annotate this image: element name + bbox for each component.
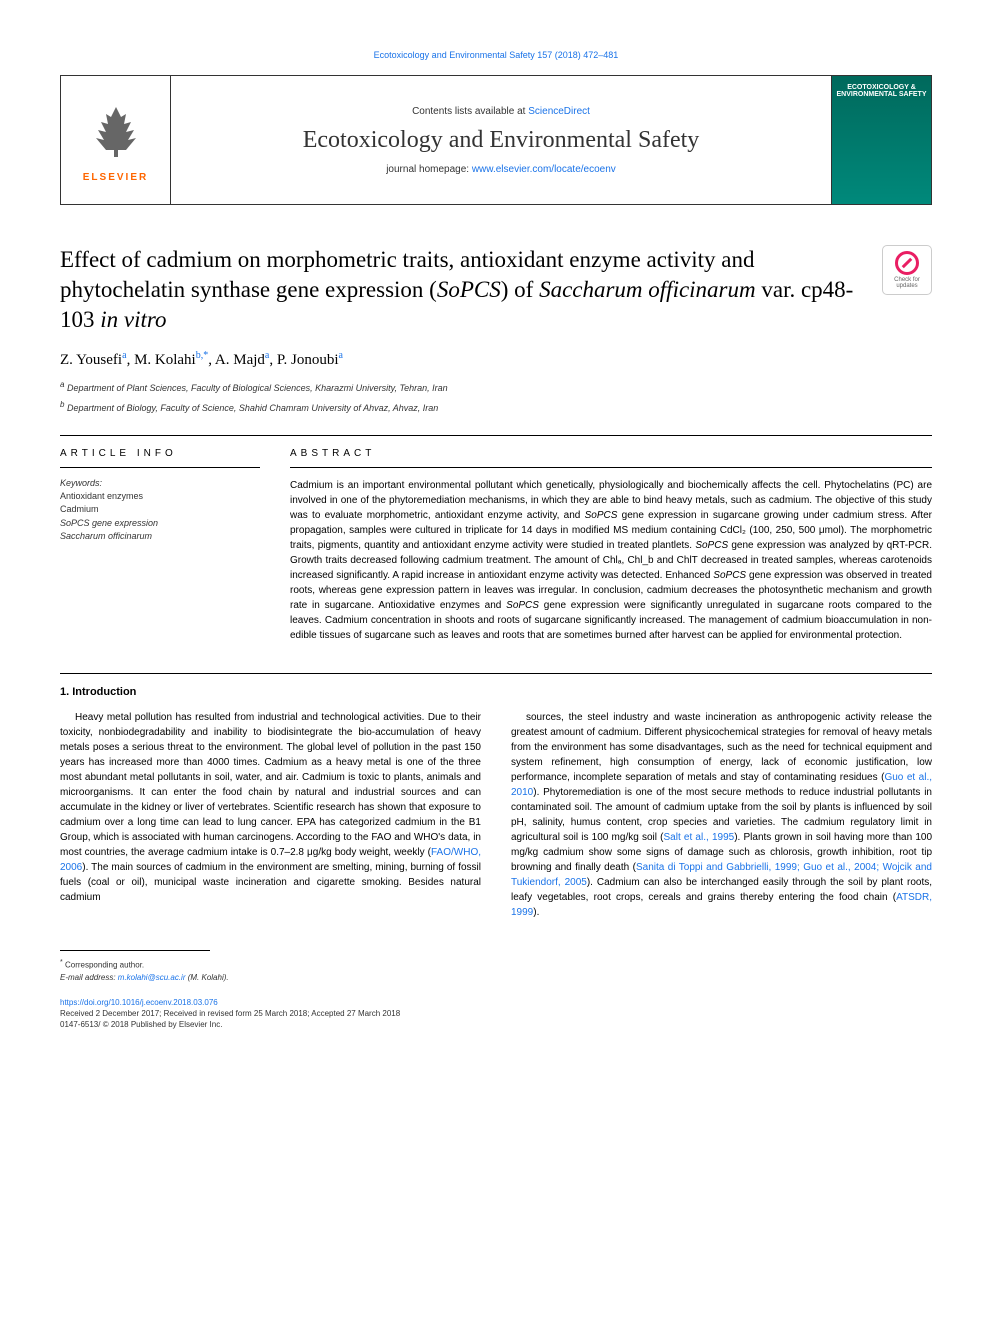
- header-center: Contents lists available at ScienceDirec…: [171, 76, 831, 204]
- abstract: ABSTRACT Cadmium is an important environ…: [290, 448, 932, 643]
- homepage-prefix: journal homepage:: [386, 164, 472, 175]
- check-updates-badge[interactable]: Check for updates: [882, 245, 932, 295]
- keyword: SoPCS gene expression: [60, 517, 260, 531]
- corresponding-author: * Corresponding author.: [60, 959, 932, 970]
- elsevier-text: ELSEVIER: [83, 172, 148, 183]
- copyright-text: 0147-6513/ © 2018 Published by Elsevier …: [60, 1020, 222, 1029]
- doi-section: https://doi.org/10.1016/j.ecoenv.2018.03…: [60, 997, 932, 1031]
- check-updates-text: Check for updates: [883, 277, 931, 289]
- elsevier-logo: ELSEVIER: [61, 76, 171, 204]
- homepage-link[interactable]: www.elsevier.com/locate/ecoenv: [472, 164, 616, 175]
- article-info: ARTICLE INFO Keywords: Antioxidant enzym…: [60, 448, 260, 643]
- abstract-text: Cadmium is an important environmental po…: [290, 478, 932, 643]
- affiliation-b: b Department of Biology, Faculty of Scie…: [60, 399, 932, 415]
- elsevier-tree-icon: [81, 97, 151, 167]
- received-text: Received 2 December 2017; Received in re…: [60, 1009, 400, 1018]
- journal-title: Ecotoxicology and Environmental Safety: [303, 127, 700, 154]
- body-col-left: Heavy metal pollution has resulted from …: [60, 710, 481, 920]
- footer-divider: [60, 950, 210, 951]
- keyword: Saccharum officinarum: [60, 530, 260, 544]
- info-heading: ARTICLE INFO: [60, 448, 260, 468]
- email-label: E-mail address:: [60, 973, 118, 982]
- intro-text-left: Heavy metal pollution has resulted from …: [60, 710, 481, 905]
- body-col-right: sources, the steel industry and waste in…: [511, 710, 932, 920]
- journal-cover: ECOTOXICOLOGY & ENVIRONMENTAL SAFETY: [831, 76, 931, 204]
- affiliation-a: a Department of Plant Sciences, Faculty …: [60, 379, 932, 395]
- contents-text: Contents lists available at ScienceDirec…: [412, 106, 590, 117]
- divider: [60, 435, 932, 436]
- doi-link[interactable]: https://doi.org/10.1016/j.ecoenv.2018.03…: [60, 998, 218, 1007]
- body-columns: Heavy metal pollution has resulted from …: [60, 710, 932, 920]
- email-suffix: (M. Kolahi).: [186, 973, 229, 982]
- keyword: Antioxidant enzymes: [60, 490, 260, 504]
- intro-heading: 1. Introduction: [60, 686, 932, 698]
- contents-prefix: Contents lists available at: [412, 106, 528, 117]
- citation-header: Ecotoxicology and Environmental Safety 1…: [60, 50, 932, 60]
- cover-title: ECOTOXICOLOGY & ENVIRONMENTAL SAFETY: [836, 84, 927, 98]
- keywords-label: Keywords:: [60, 478, 260, 488]
- email-line: E-mail address: m.kolahi@scu.ac.ir (M. K…: [60, 973, 932, 982]
- homepage-text: journal homepage: www.elsevier.com/locat…: [386, 164, 616, 175]
- intro-text-right: sources, the steel industry and waste in…: [511, 710, 932, 920]
- abstract-heading: ABSTRACT: [290, 448, 932, 468]
- keyword: Cadmium: [60, 503, 260, 517]
- sciencedirect-link[interactable]: ScienceDirect: [528, 106, 590, 117]
- email-link[interactable]: m.kolahi@scu.ac.ir: [118, 973, 186, 982]
- divider: [60, 673, 932, 674]
- article-title: Effect of cadmium on morphometric traits…: [60, 245, 867, 335]
- authors: Z. Yousefia, M. Kolahib,*, A. Majda, P. …: [60, 350, 932, 369]
- journal-header: ELSEVIER Contents lists available at Sci…: [60, 75, 932, 205]
- check-updates-icon: [895, 251, 919, 275]
